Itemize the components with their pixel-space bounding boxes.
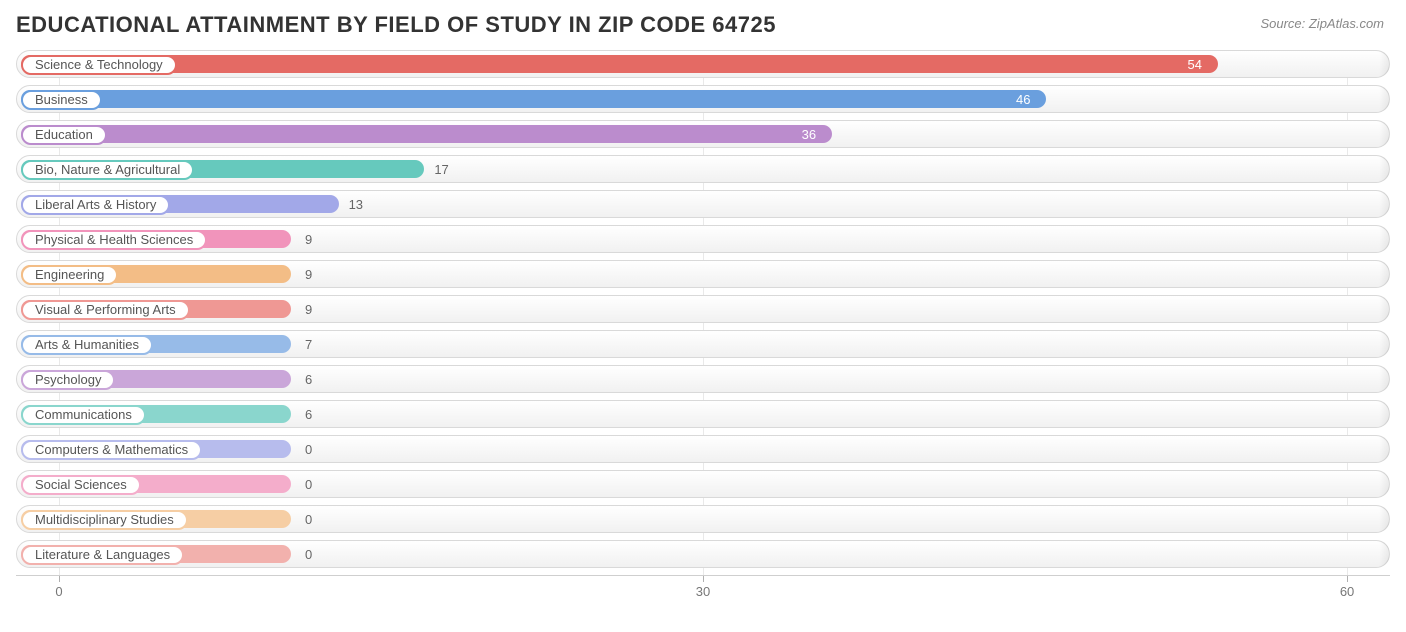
bar-fill	[21, 55, 1218, 73]
track-shadow	[1379, 401, 1389, 427]
chart-header: EDUCATIONAL ATTAINMENT BY FIELD OF STUDY…	[16, 12, 1390, 38]
category-pill: Psychology	[21, 370, 115, 390]
category-pill: Computers & Mathematics	[21, 440, 202, 460]
x-tick	[703, 576, 704, 582]
bar-value: 9	[295, 226, 312, 252]
bar-row: Liberal Arts & History 13	[16, 190, 1390, 218]
x-axis: 0 30 60	[16, 575, 1390, 603]
chart-source: Source: ZipAtlas.com	[1260, 12, 1390, 31]
bar-row: Bio, Nature & Agricultural 17	[16, 155, 1390, 183]
bar-row: Business 46	[16, 85, 1390, 113]
bar-row: Physical & Health Sciences 9	[16, 225, 1390, 253]
bar-fill	[21, 125, 832, 143]
bar-row: Arts & Humanities 7	[16, 330, 1390, 358]
x-tick-label: 60	[1340, 584, 1354, 599]
category-pill: Communications	[21, 405, 146, 425]
bar-row: Education 36	[16, 120, 1390, 148]
bar-row: Communications 6	[16, 400, 1390, 428]
category-pill: Engineering	[21, 265, 118, 285]
category-pill: Social Sciences	[21, 475, 141, 495]
bar-value: 0	[295, 541, 312, 567]
bar-value: 6	[295, 366, 312, 392]
category-pill: Arts & Humanities	[21, 335, 153, 355]
bar-value: 9	[295, 296, 312, 322]
track-shadow	[1379, 541, 1389, 567]
track-shadow	[1379, 156, 1389, 182]
track-shadow	[1379, 366, 1389, 392]
bar-value: 13	[339, 191, 363, 217]
bar-value: 46	[1016, 86, 1030, 112]
track-shadow	[1379, 121, 1389, 147]
track-shadow	[1379, 191, 1389, 217]
bar-value: 17	[424, 156, 448, 182]
track-shadow	[1379, 86, 1389, 112]
category-pill: Bio, Nature & Agricultural	[21, 160, 194, 180]
bar-value: 9	[295, 261, 312, 287]
track-shadow	[1379, 471, 1389, 497]
bar-row: Computers & Mathematics 0	[16, 435, 1390, 463]
chart-title: EDUCATIONAL ATTAINMENT BY FIELD OF STUDY…	[16, 12, 776, 38]
bar-value: 54	[1188, 51, 1202, 77]
bar-value: 0	[295, 471, 312, 497]
bar-value: 36	[802, 121, 816, 147]
bar-value: 7	[295, 331, 312, 357]
bar-value: 0	[295, 506, 312, 532]
bar-value: 6	[295, 401, 312, 427]
bar-row: Visual & Performing Arts 9	[16, 295, 1390, 323]
bar-value: 0	[295, 436, 312, 462]
track-shadow	[1379, 51, 1389, 77]
track-shadow	[1379, 331, 1389, 357]
chart-plot: Science & Technology 54 Business 46 Educatio…	[16, 50, 1390, 603]
chart-rows: Science & Technology 54 Business 46 Educatio…	[16, 50, 1390, 568]
category-pill: Visual & Performing Arts	[21, 300, 190, 320]
category-pill: Education	[21, 125, 107, 145]
bar-row: Science & Technology 54	[16, 50, 1390, 78]
track-shadow	[1379, 226, 1389, 252]
bar-fill	[21, 90, 1046, 108]
track-shadow	[1379, 436, 1389, 462]
track-shadow	[1379, 506, 1389, 532]
category-pill: Multidisciplinary Studies	[21, 510, 188, 530]
chart-container: EDUCATIONAL ATTAINMENT BY FIELD OF STUDY…	[0, 0, 1406, 632]
bar-row: Social Sciences 0	[16, 470, 1390, 498]
category-pill: Science & Technology	[21, 55, 177, 75]
track-shadow	[1379, 296, 1389, 322]
bar-row: Multidisciplinary Studies 0	[16, 505, 1390, 533]
category-pill: Business	[21, 90, 102, 110]
bar-row: Engineering 9	[16, 260, 1390, 288]
x-tick-label: 0	[55, 584, 62, 599]
track-shadow	[1379, 261, 1389, 287]
category-pill: Literature & Languages	[21, 545, 184, 565]
x-tick	[59, 576, 60, 582]
x-tick	[1347, 576, 1348, 582]
category-pill: Liberal Arts & History	[21, 195, 170, 215]
bar-row: Psychology 6	[16, 365, 1390, 393]
bar-row: Literature & Languages 0	[16, 540, 1390, 568]
category-pill: Physical & Health Sciences	[21, 230, 207, 250]
x-tick-label: 30	[696, 584, 710, 599]
